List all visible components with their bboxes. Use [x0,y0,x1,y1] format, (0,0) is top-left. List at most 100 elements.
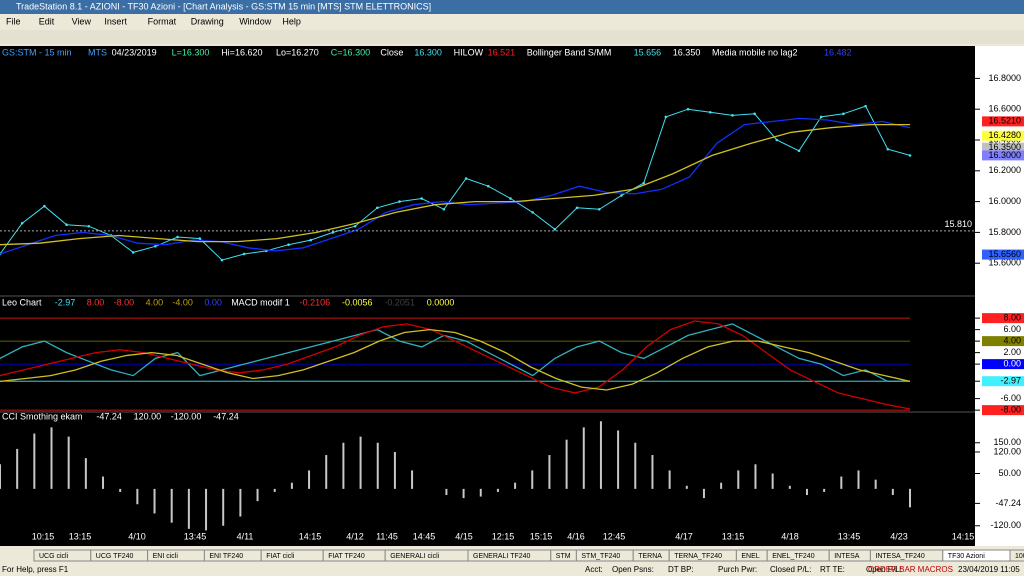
y-tick-label: -2.97 [1000,376,1021,386]
price-dot [220,258,224,262]
price-axis [975,46,1024,546]
y-tick-label: 16.8000 [988,73,1021,83]
price-badge-label: 16.4280 [988,130,1021,140]
y-tick-label: -47.24 [995,498,1021,508]
x-tick-label: 13:45 [838,531,861,541]
price-dot [442,208,446,211]
y-tick-label: 15.8000 [988,227,1021,237]
y-tick-label: 15.6000 [988,258,1021,268]
toolbar [0,30,1024,44]
x-tick-label: 11:45 [376,531,398,541]
info-text: 04/23/2019 [112,47,157,57]
price-badge-label: 15.6560 [988,249,1021,259]
price-dot [353,224,357,228]
x-tick-label: 14:15 [299,531,322,541]
tab-label[interactable]: UCG TF240 [96,553,134,560]
menu-item[interactable]: Insert [104,16,127,26]
price-dot [87,224,91,228]
title-bar [0,0,1024,14]
menu-item[interactable]: Drawing [191,16,224,26]
menu-item[interactable]: View [72,16,92,26]
tab-label[interactable]: 100 GIORNI Azioni [1015,553,1024,560]
price-dot [331,231,335,234]
x-tick-label: 12:15 [492,531,515,541]
price-dot [620,194,623,197]
x-tick-label: 15:15 [530,531,553,541]
status-text: ORDER BAR MACROS [868,565,953,574]
tab-label[interactable]: ENEL_TF240 [772,553,815,560]
panel-header: -0.2106 [300,297,331,307]
price-dot [398,200,401,203]
series-line [0,323,911,383]
status-text: Purch Pwr: [718,565,757,574]
price-dot [20,221,24,225]
tab-label[interactable]: INTESA_TF240 [875,553,925,560]
price-dot [176,235,179,239]
menu-item[interactable]: Edit [39,16,55,26]
level-label: 15.810 [944,219,972,229]
x-tick-label: 13:15 [722,531,745,541]
info-text: L=16.300 [172,47,210,57]
tab-label[interactable]: STM_TF240 [581,553,620,560]
x-tick-label: 4/15 [455,531,473,541]
price-badge-label: 16.3500 [988,142,1021,152]
tab-label[interactable]: TERNA [638,553,662,560]
tab-label[interactable]: ENEL [741,553,759,560]
tab-label[interactable]: FIAT TF240 [328,553,365,560]
tab-label[interactable]: ENI cicli [153,553,179,560]
price-dot [376,206,379,210]
tab-label[interactable]: GENERALI TF240 [473,553,531,560]
price-dot [287,243,290,247]
tab-label[interactable]: UCG cicli [39,553,69,560]
menu-item[interactable]: Help [282,16,301,26]
panel-header: MACD modif 1 [231,297,290,307]
tab-label[interactable]: TF30 Azioni [948,553,985,560]
price-dot [886,147,890,151]
info-text: 16.350 [673,47,701,57]
tick-badge [982,336,1024,347]
price-dot [420,197,424,200]
status-text: 23/04/2019 11:05 [958,565,1020,574]
menu-item[interactable]: Format [148,16,177,26]
price-dot [775,138,779,142]
y-tick-label: -6.00 [1000,393,1021,403]
price-dot [842,112,845,116]
tab-label[interactable]: FIAT cicli [266,553,295,560]
price-badge [982,116,1024,127]
price-dot [65,223,68,226]
panel-header: 0.00 [204,297,222,307]
tab[interactable] [1009,549,1024,562]
panel-header: -47.24 [96,411,122,421]
status-text: Closed P/L: [770,565,811,574]
price-badge [982,150,1024,161]
info-text: Media mobile no lag2 [712,47,798,57]
y-tick-label: 50.00 [998,468,1021,478]
panel-header: 0.0000 [427,297,455,307]
info-text: C=16.300 [331,47,370,57]
series-line [0,328,911,391]
tab-label[interactable]: STM [556,553,571,560]
window-title: TradeStation 8.1 - AZIONI - TF30 Azioni … [16,1,431,11]
price-dot [198,237,202,240]
tab-label[interactable]: GENERALI cicli [390,553,439,560]
menu-item[interactable]: Window [239,16,272,26]
price-badge [982,249,1024,260]
info-text: HILOW [454,47,484,57]
price-dot [242,252,246,256]
y-tick-label: 8.00 [1003,313,1021,323]
panel-header: 120.00 [134,411,162,421]
x-tick-label: 13:15 [69,531,92,541]
price-badge-label: 16.3000 [988,150,1021,160]
price-dot [597,208,601,211]
y-tick-label: 4.00 [1003,336,1021,346]
price-dot [797,149,801,153]
x-tick-label: 4/17 [675,531,693,541]
menu-item[interactable]: File [6,16,21,26]
x-tick-label: 4/23 [890,531,908,541]
tab-label[interactable]: ENI TF240 [209,553,243,560]
price-dot [731,114,734,117]
tab-label[interactable]: INTESA [834,553,860,560]
x-tick-label: 12:45 [603,531,626,541]
tab-label[interactable]: TERNA_TF240 [674,553,722,560]
